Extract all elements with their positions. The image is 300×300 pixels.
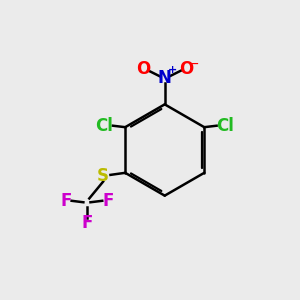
- Text: O: O: [179, 60, 193, 78]
- Text: F: F: [81, 214, 93, 232]
- Text: S: S: [97, 167, 109, 185]
- Text: N: N: [158, 69, 172, 87]
- Text: F: F: [60, 192, 71, 210]
- Text: −: −: [190, 59, 199, 69]
- Text: +: +: [167, 64, 177, 75]
- Text: Cl: Cl: [95, 117, 113, 135]
- Text: F: F: [102, 192, 114, 210]
- Text: O: O: [136, 60, 151, 78]
- Text: Cl: Cl: [217, 117, 234, 135]
